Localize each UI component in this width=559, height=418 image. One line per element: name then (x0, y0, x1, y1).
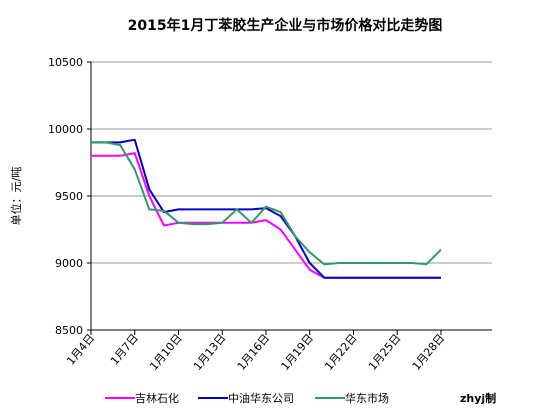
y-tick-label: 9000 (55, 257, 83, 270)
x-tick-label: 1月22日 (322, 332, 360, 373)
y-tick-label: 10500 (48, 56, 83, 69)
legend-label: 中油华东公司 (228, 391, 294, 405)
x-tick-label: 1月28日 (410, 332, 448, 373)
x-tick-label: 1月19日 (278, 332, 316, 373)
y-tick-label: 8500 (55, 324, 83, 337)
y-tick-label: 9500 (55, 190, 83, 203)
series-line (91, 138, 441, 279)
credit: zhyj制 (460, 391, 496, 405)
x-tick-label: 1月13日 (191, 332, 229, 373)
chart-title: 2015年1月丁苯胶生产企业与市场价格对比走势图 (128, 17, 443, 34)
x-tick-label: 1月16日 (235, 332, 273, 373)
x-tick-label: 1月7日 (108, 332, 141, 368)
legend-label: 华东市场 (345, 391, 389, 405)
y-tick-label: 10000 (48, 123, 83, 136)
legend-label: 吉林石化 (135, 391, 179, 405)
x-tick-label: 1月25日 (366, 332, 404, 373)
y-axis-label: 单位：元/吨 (9, 167, 23, 226)
x-tick-label: 1月10日 (147, 332, 185, 373)
series-line (91, 141, 442, 266)
